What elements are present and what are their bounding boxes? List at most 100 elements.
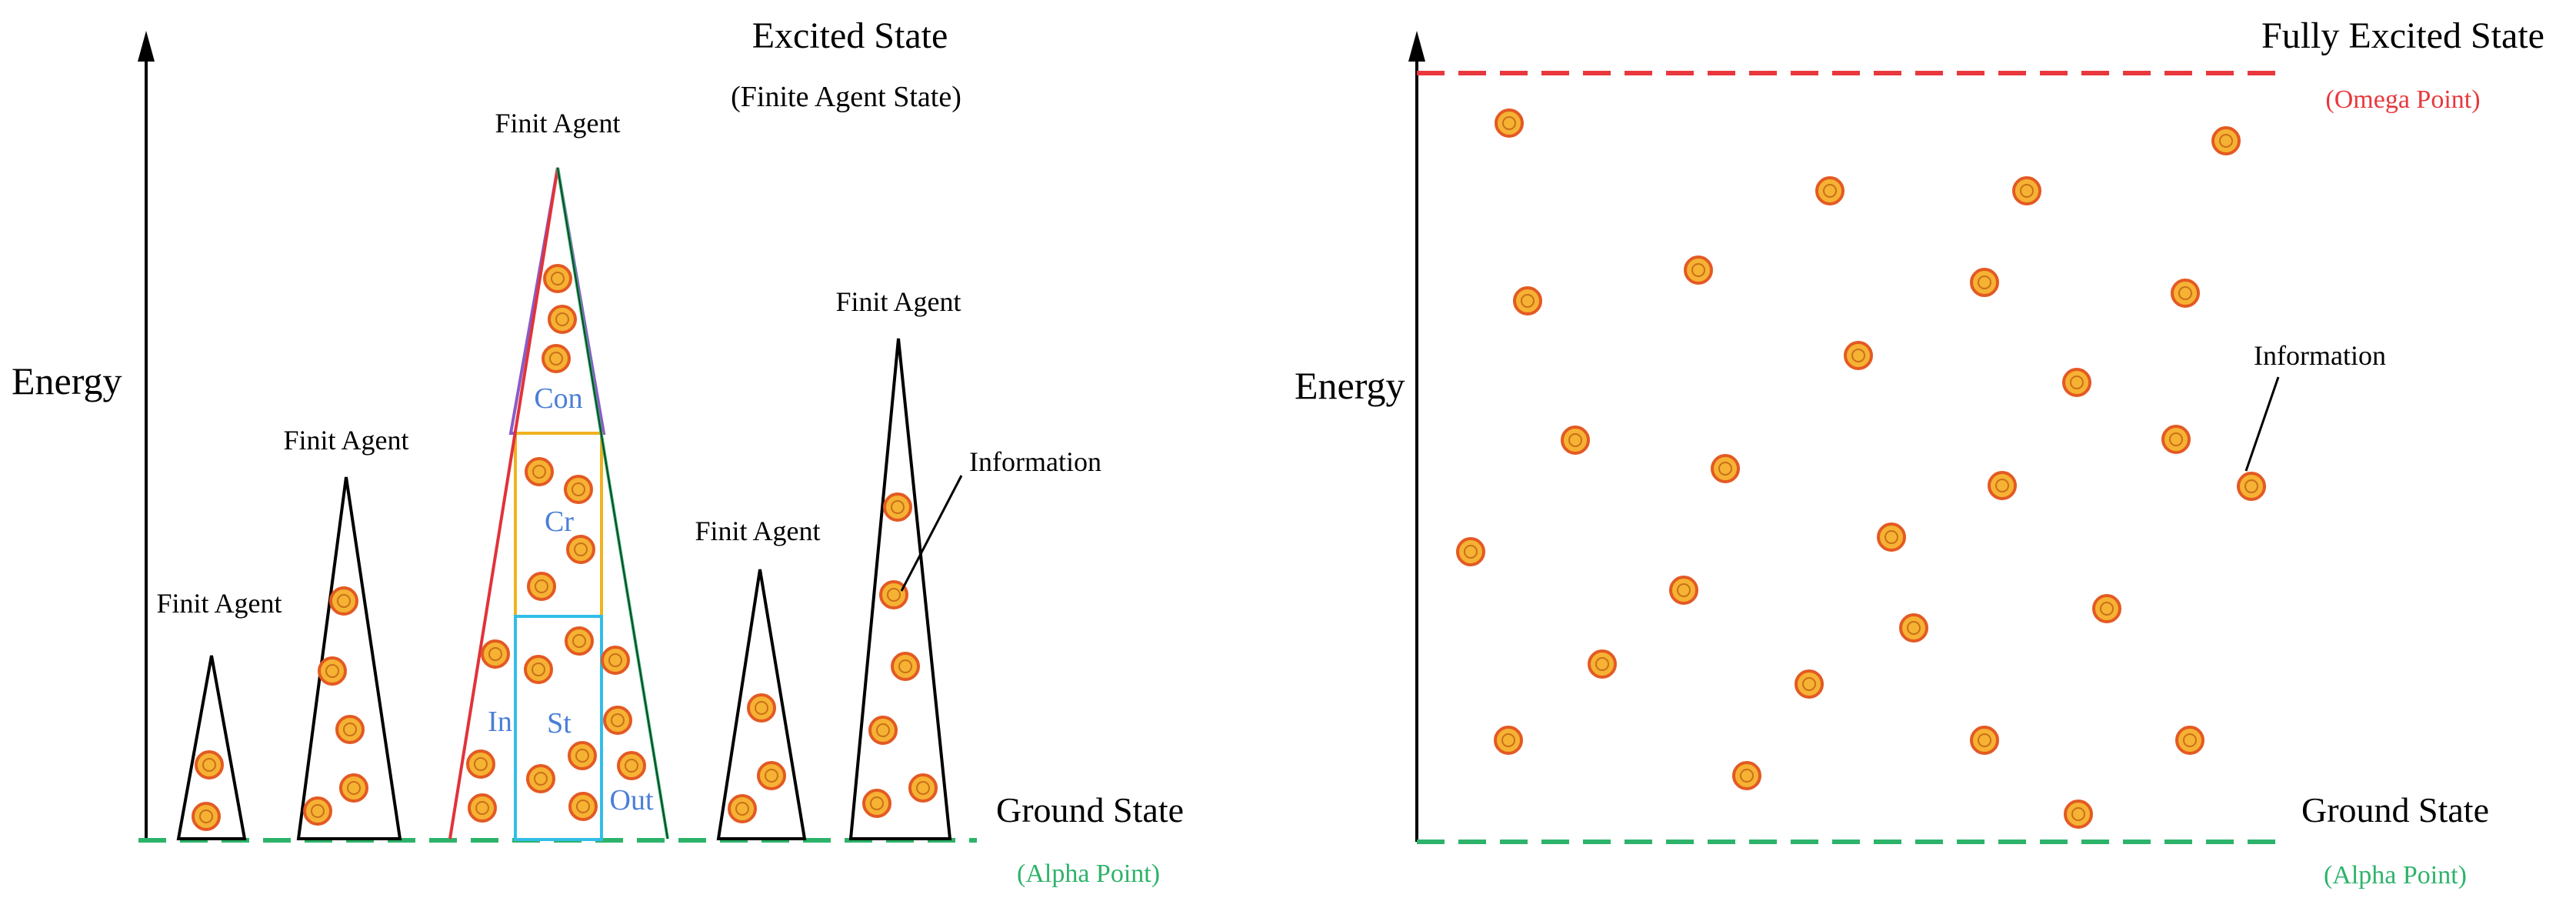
information-icon	[1970, 726, 1999, 755]
information-icon	[566, 535, 595, 564]
left-axis-arrowhead	[138, 31, 155, 62]
right-axis-arrowhead	[1408, 31, 1425, 62]
left-energy-label: Energy	[12, 359, 122, 402]
information-icon	[601, 646, 630, 675]
outer-left-edge	[448, 167, 559, 840]
agent-triangle	[296, 476, 402, 840]
right-panel: Energy Fully Excited State (Omega Point)…	[1295, 15, 2544, 890]
information-icon	[565, 626, 594, 656]
agent-label: Finit Agent	[495, 108, 620, 139]
information-icon	[525, 457, 554, 486]
information-icon	[335, 715, 365, 744]
information-icon	[1495, 108, 1524, 138]
information-icon	[339, 773, 368, 803]
information-icon	[728, 794, 757, 823]
information-icon	[192, 802, 221, 831]
information-icon	[2064, 800, 2093, 829]
information-label: Information	[969, 446, 1101, 477]
information-icon	[2175, 726, 2204, 755]
information-icon	[1561, 426, 1590, 455]
finite-agent-5: Finit Agent	[835, 286, 961, 840]
information-icon	[481, 639, 510, 669]
information-icon	[2012, 176, 2041, 205]
information-icon	[1711, 454, 1740, 483]
information-icon	[568, 792, 598, 821]
information-icon	[879, 580, 908, 609]
st-segment	[514, 615, 603, 841]
finite-agent-4: Finit Agent	[695, 516, 821, 840]
information-icon	[564, 475, 593, 504]
agent-label: Finit Agent	[695, 516, 820, 546]
finite-agent-2: Finit Agent	[283, 425, 409, 840]
information-icon	[318, 656, 347, 686]
information-icon	[2211, 126, 2241, 155]
omega-point-note: (Omega Point)	[2325, 85, 2480, 114]
output-segment-label: Out	[610, 784, 654, 816]
information-icon	[617, 751, 646, 780]
left-alpha-point-note: (Alpha Point)	[1017, 860, 1160, 888]
left-panel: Energy Excited State (Finite Agent State…	[12, 15, 1184, 888]
excited-state-label: Excited State	[752, 15, 948, 56]
information-icon	[2161, 425, 2191, 454]
input-segment-label: In	[488, 706, 512, 738]
information-icon	[603, 706, 632, 735]
cr-segment-label: Cr	[545, 506, 574, 538]
information-icon	[883, 492, 912, 522]
information-icon	[1815, 176, 1845, 205]
information-icon	[2237, 472, 2266, 501]
information-icon	[908, 773, 938, 803]
agent-triangle	[176, 655, 247, 840]
agent-triangle	[716, 569, 807, 840]
information-icon	[2092, 594, 2121, 623]
information-icon	[1456, 537, 1485, 566]
information-icon	[526, 764, 555, 793]
information-icon	[1513, 286, 1542, 315]
information-icon	[1795, 669, 1824, 699]
information-icon	[524, 655, 553, 684]
information-icon	[891, 652, 920, 681]
left-ground-state-label: Ground State	[996, 790, 1184, 830]
information-icon	[195, 750, 224, 779]
information-icon	[1669, 576, 1698, 605]
information-icon	[1988, 471, 2017, 500]
finite-agent-1: Finit Agent	[156, 588, 282, 840]
information-icon	[1844, 341, 1873, 370]
information-icon	[466, 749, 495, 779]
agent-triangle	[848, 338, 952, 840]
information-icon	[329, 586, 358, 616]
information-icon	[2062, 368, 2091, 397]
right-ground-state-label: Ground State	[2301, 790, 2489, 830]
right-energy-label: Energy	[1295, 364, 1405, 407]
information-icon	[527, 572, 556, 601]
information-callout-line	[900, 475, 963, 592]
information-icon	[1684, 255, 1713, 285]
information-icon	[1899, 613, 1928, 643]
information-icon	[543, 264, 572, 293]
outer-right-edge-overlay	[557, 167, 668, 840]
information-icon	[542, 344, 571, 373]
agent-label: Finit Agent	[283, 425, 408, 456]
information-icon	[1732, 761, 1761, 790]
agent-label: Finit Agent	[156, 588, 282, 619]
fully-excited-state-label: Fully Excited State	[2261, 15, 2544, 56]
information-icon	[568, 741, 597, 770]
information-icon	[1588, 649, 1617, 679]
information-icon	[1970, 268, 1999, 297]
information-icon	[548, 305, 577, 334]
agent-label: Finit Agent	[835, 286, 961, 317]
finite-agent-central: Finit Agent Con Cr In St Out	[448, 108, 669, 841]
information-scatter	[1456, 108, 2266, 829]
information-icon	[1877, 522, 1906, 552]
right-alpha-point-note: (Alpha Point)	[2324, 861, 2467, 890]
information-icon	[2171, 279, 2200, 308]
information-icon	[757, 761, 786, 790]
information-icon	[303, 796, 332, 826]
finite-agent-state-note: (Finite Agent State)	[731, 81, 961, 113]
information-icon	[862, 789, 891, 818]
information-icon	[747, 693, 776, 723]
information-icon	[868, 716, 898, 745]
right-information-callout-line	[2244, 376, 2280, 472]
right-information-label: Information	[2254, 340, 2386, 371]
information-icon	[1494, 726, 1523, 755]
